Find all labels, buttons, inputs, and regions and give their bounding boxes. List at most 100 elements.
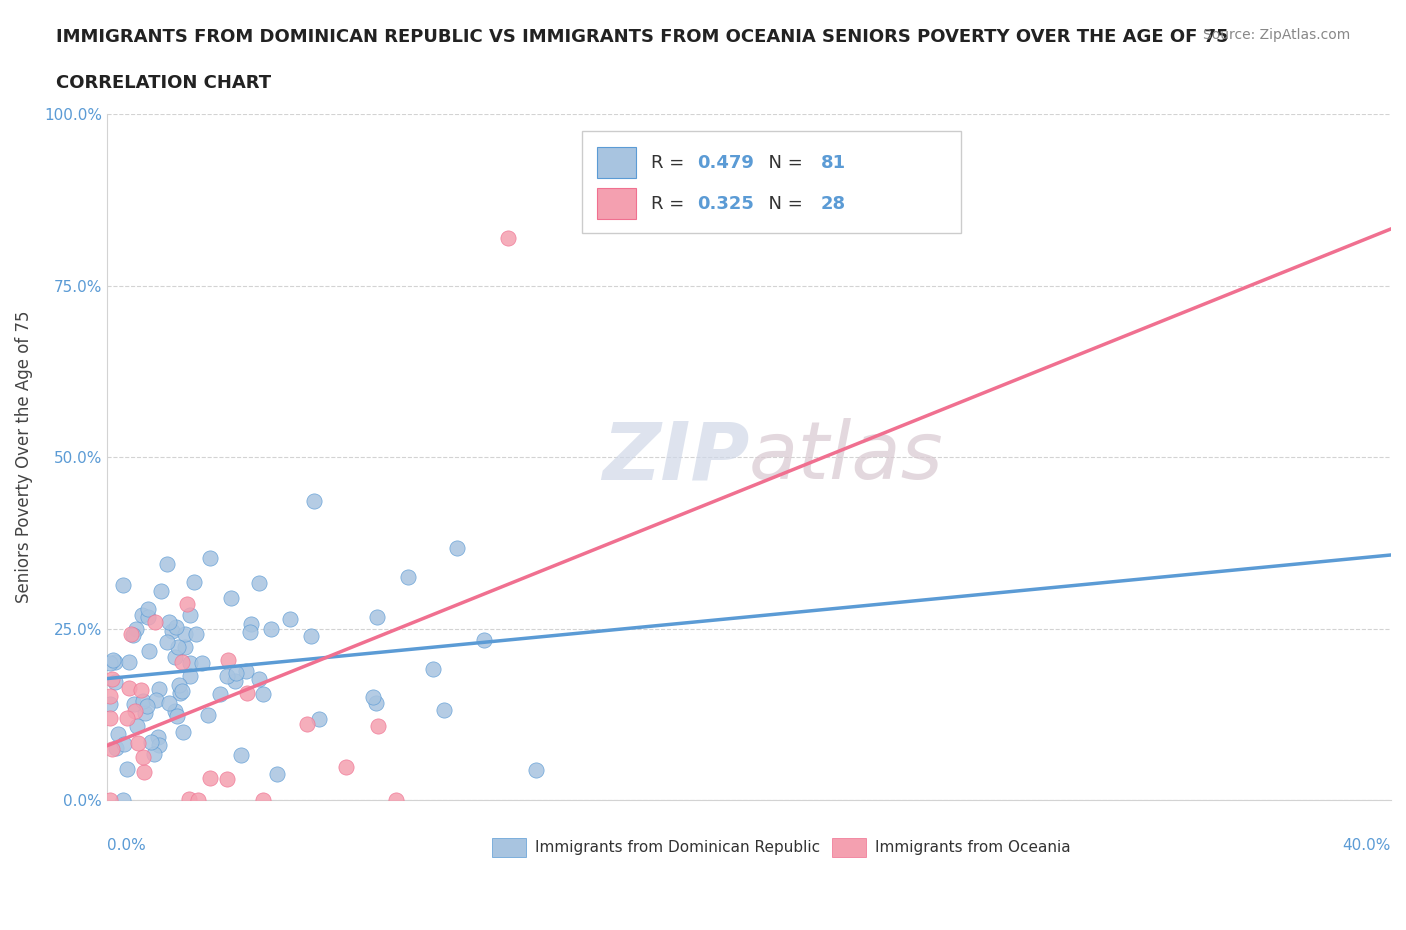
Point xyxy=(165,619,187,634)
Point xyxy=(127,718,149,733)
Point xyxy=(446,540,468,555)
Point xyxy=(98,793,121,808)
Point xyxy=(215,772,238,787)
Y-axis label: Seniors Poverty Over the Age of 75: Seniors Poverty Over the Age of 75 xyxy=(15,311,32,604)
Point xyxy=(104,675,127,690)
Point xyxy=(98,689,121,704)
Point xyxy=(524,763,547,777)
Point xyxy=(134,705,156,720)
Point xyxy=(156,557,179,572)
Point xyxy=(179,669,201,684)
Point xyxy=(145,692,167,707)
Point xyxy=(138,602,160,617)
Point xyxy=(496,230,519,245)
Text: N =: N = xyxy=(756,153,808,172)
Point xyxy=(169,685,191,700)
Point xyxy=(183,574,205,589)
Point xyxy=(252,686,274,701)
Point xyxy=(104,655,127,670)
Point xyxy=(217,669,239,684)
Point xyxy=(104,741,127,756)
Point xyxy=(101,741,124,756)
Point xyxy=(361,689,384,704)
Point xyxy=(163,650,186,665)
Point xyxy=(125,622,148,637)
Text: 40.0%: 40.0% xyxy=(1343,838,1391,853)
Point xyxy=(148,682,170,697)
Point xyxy=(366,610,388,625)
Point xyxy=(118,680,141,695)
FancyBboxPatch shape xyxy=(582,131,960,232)
Text: 28: 28 xyxy=(821,195,846,213)
Point xyxy=(136,699,159,714)
Point xyxy=(197,708,219,723)
Point xyxy=(208,686,231,701)
Point xyxy=(117,762,139,777)
Text: Immigrants from Dominican Republic: Immigrants from Dominican Republic xyxy=(534,840,820,855)
Point xyxy=(433,702,456,717)
Point xyxy=(198,771,221,786)
Point xyxy=(191,656,214,671)
Point xyxy=(160,624,183,639)
Point xyxy=(143,747,166,762)
Point xyxy=(384,793,406,808)
Text: 0.479: 0.479 xyxy=(697,153,755,172)
Text: CORRELATION CHART: CORRELATION CHART xyxy=(56,74,271,92)
Point xyxy=(297,716,319,731)
Point xyxy=(174,640,197,655)
Point xyxy=(118,655,141,670)
Bar xyxy=(598,188,636,219)
Point xyxy=(239,625,262,640)
Text: 0.0%: 0.0% xyxy=(107,838,146,853)
Bar xyxy=(598,147,636,178)
Text: ZIP: ZIP xyxy=(602,418,749,497)
Point xyxy=(124,703,146,718)
Text: N =: N = xyxy=(756,195,808,213)
Point xyxy=(132,693,155,708)
Point xyxy=(186,627,208,642)
Point xyxy=(240,617,263,631)
Point xyxy=(396,570,419,585)
Point xyxy=(121,628,143,643)
Text: R =: R = xyxy=(651,153,690,172)
Point xyxy=(159,695,181,710)
Point xyxy=(98,711,121,725)
Point xyxy=(127,736,149,751)
Point xyxy=(179,608,201,623)
Point xyxy=(131,750,153,764)
Point xyxy=(111,578,134,592)
Point xyxy=(217,652,239,667)
Point xyxy=(235,685,257,700)
Point xyxy=(247,576,270,591)
Point xyxy=(366,696,388,711)
Point xyxy=(112,793,135,808)
Point xyxy=(101,652,124,667)
Point xyxy=(163,703,186,718)
Point xyxy=(266,766,288,781)
Point xyxy=(107,726,129,741)
Text: IMMIGRANTS FROM DOMINICAN REPUBLIC VS IMMIGRANTS FROM OCEANIA SENIORS POVERTY OV: IMMIGRANTS FROM DOMINICAN REPUBLIC VS IM… xyxy=(56,28,1229,46)
Text: atlas: atlas xyxy=(749,418,943,497)
Point xyxy=(98,697,121,711)
Text: Source: ZipAtlas.com: Source: ZipAtlas.com xyxy=(1202,28,1350,42)
Bar xyxy=(832,838,866,857)
Point xyxy=(422,661,444,676)
Point xyxy=(308,711,330,726)
Point xyxy=(278,611,301,626)
Point xyxy=(198,551,221,565)
Point xyxy=(225,666,247,681)
Point xyxy=(335,760,357,775)
Point xyxy=(134,764,156,779)
Point xyxy=(101,671,124,686)
Point xyxy=(112,737,135,751)
Point xyxy=(179,791,201,806)
Point xyxy=(167,678,190,693)
Point xyxy=(302,494,325,509)
Point xyxy=(131,607,153,622)
Point xyxy=(156,635,179,650)
Point xyxy=(149,584,172,599)
Point xyxy=(179,656,201,671)
Point xyxy=(166,640,188,655)
Point xyxy=(129,683,152,698)
Point xyxy=(120,626,142,641)
